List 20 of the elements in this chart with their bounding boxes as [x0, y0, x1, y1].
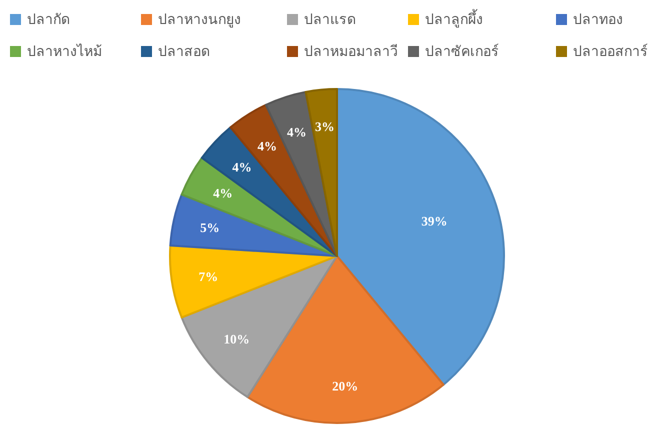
legend-label: ปลาซัคเกอร์ — [425, 42, 499, 62]
data-label: 4% — [213, 186, 233, 201]
data-label: 5% — [200, 220, 220, 236]
legend-label: ปลาลูกผึ้ง — [425, 8, 483, 30]
legend-label: ปลาหางนกยูง — [158, 12, 241, 30]
legend-label: ปลาสอด — [158, 44, 210, 62]
legend-label: ปลาหมอมาลาวี — [304, 43, 398, 62]
data-label: 4% — [232, 159, 252, 174]
data-label: 3% — [315, 118, 334, 134]
legend-label: ปลาหางไหม้ — [27, 42, 102, 62]
data-label: 39% — [421, 213, 448, 228]
data-label: 10% — [224, 332, 250, 347]
legend-label: ปลาทอง — [573, 12, 623, 30]
data-label: 20% — [332, 378, 358, 394]
legend-label: ปลาออสการ์ — [573, 42, 648, 62]
data-label: 7% — [198, 268, 218, 284]
data-label: 4% — [287, 124, 306, 140]
data-label: 4% — [257, 138, 277, 154]
legend-label: ปลาแรด — [304, 12, 356, 30]
legend-label: ปลากัด — [27, 12, 70, 30]
